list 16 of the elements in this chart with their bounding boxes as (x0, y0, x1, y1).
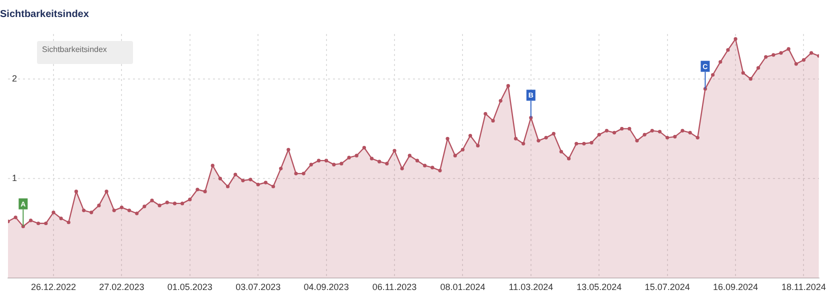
y-tick-label: 1 (12, 173, 18, 184)
chart-title: Sichtbarkeitsindex (0, 8, 90, 20)
x-tick-label: 18.11.2024 (782, 282, 826, 292)
x-tick-label: 08.01.2024 (440, 282, 486, 292)
x-tick-label: 15.07.2024 (644, 282, 690, 292)
caption-box: Sichtbarkeitsindex (37, 41, 133, 64)
x-tick-label: 01.05.2023 (167, 282, 212, 292)
x-tick-label: 26.12.2022 (30, 282, 76, 292)
x-tick-label: 27.02.2023 (99, 282, 144, 292)
x-tick-label: 16.09.2024 (713, 282, 758, 292)
x-tick-label: 03.07.2023 (236, 282, 281, 292)
x-tick-label: 06.11.2023 (372, 282, 417, 292)
x-tick-label: 11.03.2024 (508, 282, 554, 292)
y-tick-label: 2 (12, 73, 18, 84)
x-tick-label: 04.09.2023 (304, 282, 349, 292)
x-tick-label: 13.05.2024 (576, 282, 622, 292)
